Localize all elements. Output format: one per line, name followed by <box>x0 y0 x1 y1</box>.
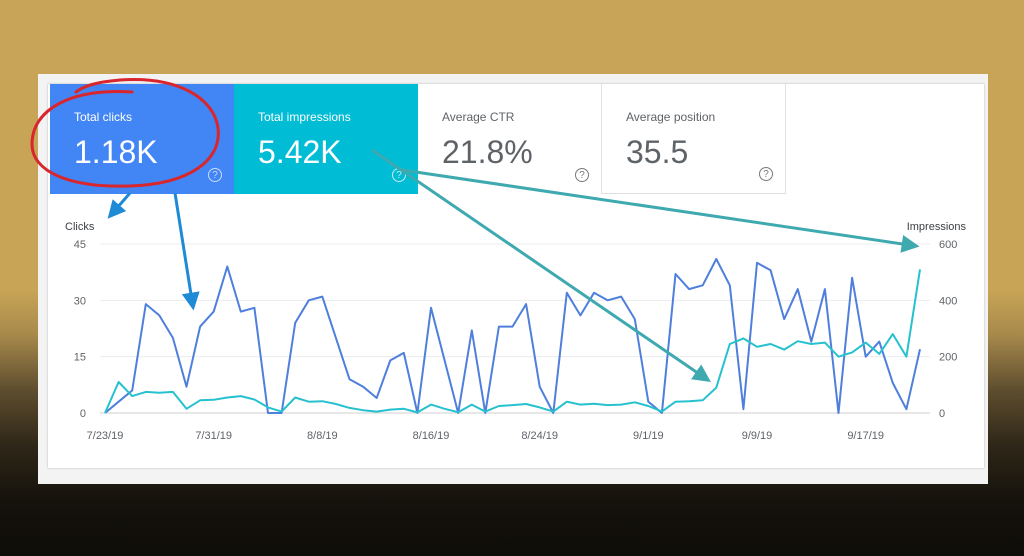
y-tick-label-left: 30 <box>74 295 86 307</box>
average-position-value: 35.5 <box>626 134 689 170</box>
x-tick-label: 8/24/19 <box>521 430 558 442</box>
clicks-line <box>104 258 921 414</box>
y-tick-label-right: 0 <box>939 408 945 420</box>
y-tick-label-left: 0 <box>80 408 86 420</box>
annotation-arrow <box>371 148 711 383</box>
y-tick-label-right: 600 <box>939 239 957 251</box>
average-ctr-label: Average CTR <box>442 110 515 124</box>
help-icon[interactable]: ? <box>759 167 773 181</box>
average-position-label: Average position <box>626 110 716 124</box>
x-tick-label: 8/16/19 <box>413 430 450 442</box>
total-clicks-value: 1.18K <box>74 134 158 170</box>
x-tick-label: 7/23/19 <box>87 430 124 442</box>
y-tick-label-left: 15 <box>74 352 86 364</box>
x-tick-label: 9/1/19 <box>633 430 664 442</box>
total-impressions-label: Total impressions <box>258 110 351 124</box>
help-icon[interactable]: ? <box>575 168 589 182</box>
x-tick-label: 9/9/19 <box>742 430 773 442</box>
total-impressions-tile[interactable]: Total impressions 5.42K ? <box>234 84 418 194</box>
y-axis-title-right: Impressions <box>907 221 967 233</box>
annotation-arrow <box>173 192 200 311</box>
total-impressions-value: 5.42K <box>258 134 342 170</box>
x-tick-label: 7/31/19 <box>195 430 232 442</box>
y-tick-label-right: 200 <box>939 352 957 364</box>
help-icon[interactable]: ? <box>208 168 222 182</box>
y-axis-title-left: Clicks <box>65 221 95 233</box>
impressions-line <box>104 269 921 414</box>
y-tick-label-left: 45 <box>74 239 86 251</box>
average-ctr-value: 21.8% <box>442 134 533 170</box>
average-position-tile[interactable]: Average position 35.5 ? <box>602 84 786 194</box>
total-clicks-tile[interactable]: Total clicks 1.18K ? <box>50 84 234 194</box>
x-tick-label: 8/8/19 <box>307 430 338 442</box>
annotation-arrow <box>401 168 920 253</box>
average-ctr-tile[interactable]: Average CTR 21.8% ? <box>418 84 602 194</box>
annotation-arrow <box>107 192 132 219</box>
x-tick-label: 9/17/19 <box>847 430 884 442</box>
total-clicks-label: Total clicks <box>74 110 133 124</box>
annotation-circle <box>30 78 220 188</box>
y-tick-label-right: 400 <box>939 295 957 307</box>
